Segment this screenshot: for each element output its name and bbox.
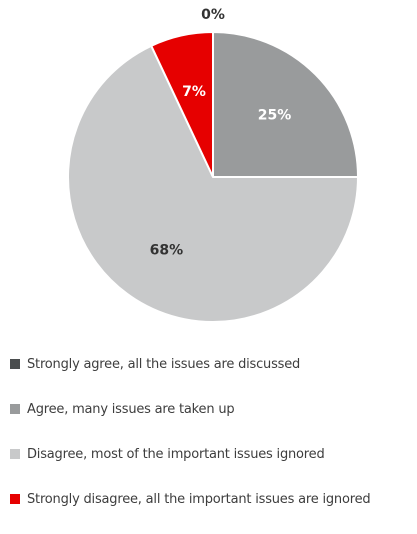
legend-item-disagree-most-of-the-important-issues-ignored: Disagree, most of the important issues i… [10, 444, 415, 464]
legend-swatch [10, 494, 20, 504]
legend-item-agree-many-issues-are-taken-up: Agree, many issues are taken up [10, 399, 415, 419]
legend-item-strongly-agree-all-the-issues-are-discussed: Strongly agree, all the issues are discu… [10, 354, 415, 374]
legend-swatch [10, 359, 20, 369]
legend-label: Disagree, most of the important issues i… [27, 446, 325, 462]
legend: Strongly agree, all the issues are discu… [10, 354, 415, 534]
pie-slice-disagree-most-of-the-important-issues-ignored [67, 44, 359, 323]
pie-slice-agree-many-issues-are-taken-up [212, 31, 359, 178]
pie-chart: 0% 25% 68% 7% [67, 7, 359, 323]
legend-item-strongly-disagree-all-the-important-issues-are-ignored: Strongly disagree, all the important iss… [10, 489, 415, 509]
legend-label: Strongly agree, all the issues are discu… [27, 356, 301, 372]
slice-label-strongly-disagree-all-the-important-issues-are-ignored: 7% [182, 84, 206, 100]
slice-label-disagree-most-of-the-important-issues-ignored: 68% [150, 242, 184, 258]
legend-label: Strongly disagree, all the important iss… [27, 491, 371, 507]
pie-labels: 0% 25% 68% 7% [150, 7, 292, 258]
legend-label: Agree, many issues are taken up [27, 401, 235, 417]
slice-label-agree-many-issues-are-taken-up: 25% [258, 107, 292, 123]
pie-slice-strongly-disagree-all-the-important-issues-are-ignored [150, 31, 214, 178]
legend-swatch [10, 449, 20, 459]
pie-slices [67, 31, 359, 323]
legend-swatch [10, 404, 20, 414]
slice-label-strongly-agree-all-the-issues-are-discussed: 0% [201, 7, 225, 23]
